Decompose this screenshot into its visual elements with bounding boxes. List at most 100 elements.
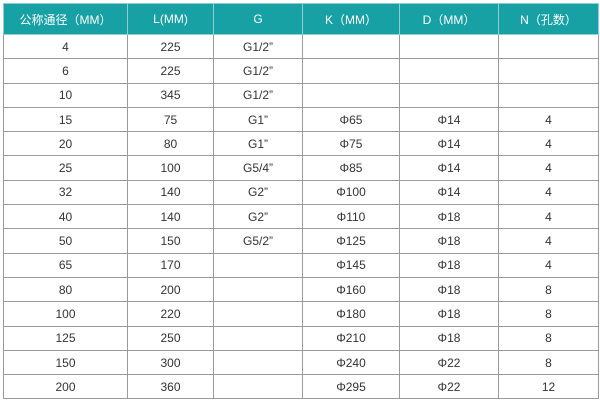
table-row: 100 220 Φ180 Φ18 8 [3, 301, 599, 327]
cell-thread [213, 349, 303, 376]
cell-thread [213, 374, 303, 400]
cell-nominal-diameter: 80 [3, 276, 128, 303]
cell-nominal-diameter: 150 [3, 349, 128, 376]
cell-hole-count: 8 [498, 301, 599, 327]
cell-nominal-diameter: 40 [3, 204, 128, 230]
cell-thread [213, 301, 303, 327]
cell-thread: G1” [213, 106, 303, 133]
cell-length: 75 [127, 106, 214, 133]
cell-nominal-diameter: 4 [3, 33, 128, 60]
cell-hole-count [498, 82, 599, 108]
header-row: 公称通径（MM） L(MM) G K（MM） D（MM） N（孔数） [3, 3, 599, 35]
cell-hole-diameter: Φ18 [399, 204, 499, 230]
cell-hole-count: 8 [498, 325, 599, 351]
cell-hole-count: 12 [498, 374, 599, 400]
cell-bolt-circle: Φ100 [302, 179, 400, 206]
cell-hole-count [498, 33, 599, 60]
cell-hole-count: 8 [498, 349, 599, 376]
cell-nominal-diameter: 200 [3, 374, 128, 400]
table-row: 40 140 G2” Φ110 Φ18 4 [3, 204, 599, 230]
table-row: 125 250 Φ210 Φ18 8 [3, 325, 599, 351]
spec-table: 公称通径（MM） L(MM) G K（MM） D（MM） N（孔数） 4 225 G… [3, 3, 599, 400]
table-row: 65 170 Φ145 Φ18 4 [3, 252, 599, 278]
cell-length: 140 [127, 204, 214, 230]
cell-hole-diameter: Φ14 [399, 131, 499, 157]
cell-bolt-circle [302, 58, 400, 84]
cell-length: 170 [127, 252, 214, 278]
cell-bolt-circle: Φ295 [302, 374, 400, 400]
cell-hole-diameter: Φ18 [399, 325, 499, 351]
cell-thread: G5/2” [213, 228, 303, 254]
cell-thread: G2” [213, 179, 303, 206]
cell-length: 100 [127, 155, 214, 181]
cell-thread [213, 276, 303, 303]
table-row: 150 300 Φ240 Φ22 8 [3, 349, 599, 376]
header-nominal-diameter: 公称通径（MM） [3, 3, 128, 35]
cell-bolt-circle: Φ160 [302, 276, 400, 303]
cell-hole-count: 4 [498, 179, 599, 206]
table-row: 200 360 Φ295 Φ22 12 [3, 374, 599, 400]
cell-hole-diameter: Φ18 [399, 252, 499, 278]
cell-thread [213, 252, 303, 278]
cell-bolt-circle: Φ210 [302, 325, 400, 351]
cell-thread [213, 325, 303, 351]
cell-hole-diameter: Φ22 [399, 374, 499, 400]
cell-bolt-circle: Φ125 [302, 228, 400, 254]
cell-bolt-circle: Φ110 [302, 204, 400, 230]
table-row: 50 150 G5/2” Φ125 Φ18 4 [3, 228, 599, 254]
cell-nominal-diameter: 25 [3, 155, 128, 181]
cell-nominal-diameter: 20 [3, 131, 128, 157]
table-row: 20 80 G1” Φ75 Φ14 4 [3, 131, 599, 157]
cell-thread: G1/2” [213, 33, 303, 60]
cell-hole-diameter: Φ18 [399, 276, 499, 303]
table-row: 10 345 G1/2” [3, 82, 599, 108]
cell-nominal-diameter: 10 [3, 82, 128, 108]
cell-hole-diameter: Φ18 [399, 228, 499, 254]
cell-bolt-circle: Φ65 [302, 106, 400, 133]
cell-nominal-diameter: 6 [3, 58, 128, 84]
cell-hole-diameter [399, 82, 499, 108]
header-length: L(MM) [127, 3, 214, 35]
table-row: 80 200 Φ160 Φ18 8 [3, 276, 599, 303]
cell-length: 140 [127, 179, 214, 206]
cell-length: 200 [127, 276, 214, 303]
cell-length: 225 [127, 33, 214, 60]
cell-hole-count: 4 [498, 106, 599, 133]
cell-thread: G1/2” [213, 82, 303, 108]
cell-length: 80 [127, 131, 214, 157]
cell-length: 225 [127, 58, 214, 84]
cell-length: 345 [127, 82, 214, 108]
cell-nominal-diameter: 15 [3, 106, 128, 133]
cell-hole-count: 4 [498, 155, 599, 181]
cell-length: 300 [127, 349, 214, 376]
table-row: 25 100 G5/4” Φ85 Φ14 4 [3, 155, 599, 181]
cell-thread: G1” [213, 131, 303, 157]
cell-length: 150 [127, 228, 214, 254]
cell-thread: G5/4” [213, 155, 303, 181]
cell-bolt-circle: Φ180 [302, 301, 400, 327]
cell-nominal-diameter: 50 [3, 228, 128, 254]
cell-hole-diameter [399, 58, 499, 84]
cell-hole-diameter: Φ14 [399, 155, 499, 181]
cell-bolt-circle [302, 82, 400, 108]
cell-nominal-diameter: 65 [3, 252, 128, 278]
cell-hole-diameter: Φ14 [399, 179, 499, 206]
cell-length: 220 [127, 301, 214, 327]
cell-bolt-circle [302, 33, 400, 60]
cell-hole-diameter: Φ18 [399, 301, 499, 327]
cell-hole-count: 4 [498, 228, 599, 254]
header-hole-count: N（孔数） [498, 3, 599, 35]
cell-bolt-circle: Φ85 [302, 155, 400, 181]
cell-hole-diameter: Φ22 [399, 349, 499, 376]
cell-bolt-circle: Φ75 [302, 131, 400, 157]
cell-hole-count: 4 [498, 131, 599, 157]
cell-hole-diameter [399, 33, 499, 60]
header-hole-diameter: D（MM） [399, 3, 499, 35]
cell-hole-count [498, 58, 599, 84]
cell-bolt-circle: Φ240 [302, 349, 400, 376]
table-row: 4 225 G1/2” [3, 33, 599, 60]
cell-nominal-diameter: 100 [3, 301, 128, 327]
cell-length: 360 [127, 374, 214, 400]
cell-nominal-diameter: 32 [3, 179, 128, 206]
cell-length: 250 [127, 325, 214, 351]
